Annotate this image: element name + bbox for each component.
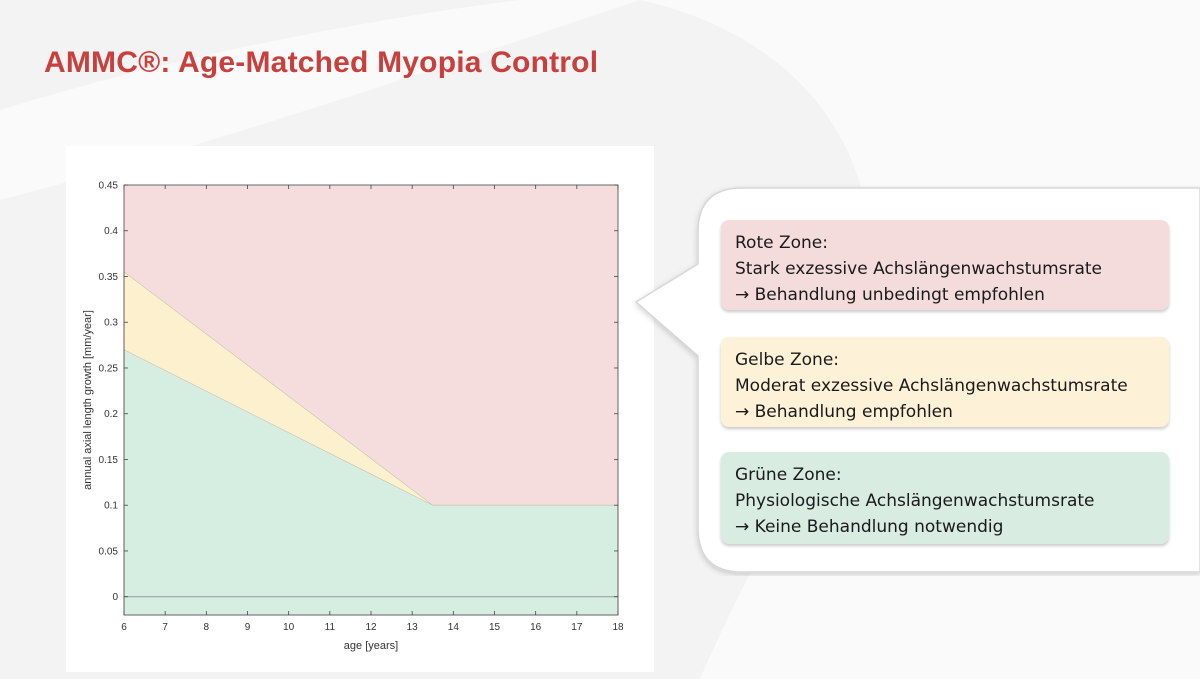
zone-title: Gelbe Zone: [735,350,840,370]
y-tick-label: 0.45 [99,181,119,192]
x-tick-label: 14 [448,622,460,633]
y-tick-label: 0.15 [99,455,119,466]
zone-description: Moderat exzessive Achslängenwachstumsrat… [735,376,1128,396]
zone-recommendation: → Behandlung empfohlen [735,402,953,422]
zone-description: Physiologische Achslängenwachstumsrate [735,491,1095,511]
slide-title: AMMC®: Age-Matched Myopia Control [44,46,599,79]
zone-recommendation: → Behandlung unbedingt empfohlen [735,285,1045,305]
zone-title: Grüne Zone: [735,465,842,485]
x-tick-label: 7 [162,622,168,633]
x-tick-label: 17 [571,622,583,633]
y-tick-label: 0.05 [99,546,119,557]
x-tick-label: 15 [489,622,501,633]
y-axis-ticks: 0 0.05 0.1 0.15 0.2 0.25 0.3 0.35 0.4 0.45 [99,181,618,603]
x-tick-label: 8 [204,622,210,633]
x-axis-label: age [years] [344,640,398,652]
zone-title: Rote Zone: [735,233,828,253]
x-tick-label: 9 [245,622,251,633]
y-tick-label: 0.3 [104,318,118,329]
x-tick-label: 13 [407,622,419,633]
zone-areas [123,185,619,616]
zone-description: Stark exzessive Achslängenwachstumsrate [735,259,1103,279]
y-axis-label: annual axial length growth [mm/year] [82,310,94,490]
x-tick-label: 11 [325,622,336,633]
y-tick-label: 0.2 [104,409,118,420]
x-tick-label: 16 [530,622,542,633]
x-tick-label: 10 [283,622,295,633]
y-tick-label: 0.25 [99,363,119,374]
x-axis-ticks: 6 7 8 9 10 11 12 13 14 15 16 17 18 [121,185,624,633]
y-tick-label: 0.1 [104,501,118,512]
zone-recommendation: → Keine Behandlung notwendig [735,517,1004,537]
red-zone-card: Rote Zone: Stark exzessive Achslängenwac… [721,220,1169,310]
y-tick-label: 0 [112,592,118,603]
x-tick-label: 18 [612,622,624,633]
y-tick-label: 0.4 [104,226,118,237]
x-tick-label: 6 [121,622,127,633]
green-zone-card: Grüne Zone: Physiologische Achslängenwac… [721,452,1169,544]
x-tick-label: 12 [365,622,377,633]
chart-panel: 6 7 8 9 10 11 12 13 14 15 16 17 18 0 0.05 0.1 0.15 0.2 0.… [66,146,654,672]
myopia-growth-chart: 6 7 8 9 10 11 12 13 14 15 16 17 18 0 0.05 0.1 0.15 0.2 0.… [82,181,624,653]
yellow-zone-card: Gelbe Zone: Moderat exzessive Achslängen… [721,337,1169,427]
y-tick-label: 0.35 [99,272,119,283]
